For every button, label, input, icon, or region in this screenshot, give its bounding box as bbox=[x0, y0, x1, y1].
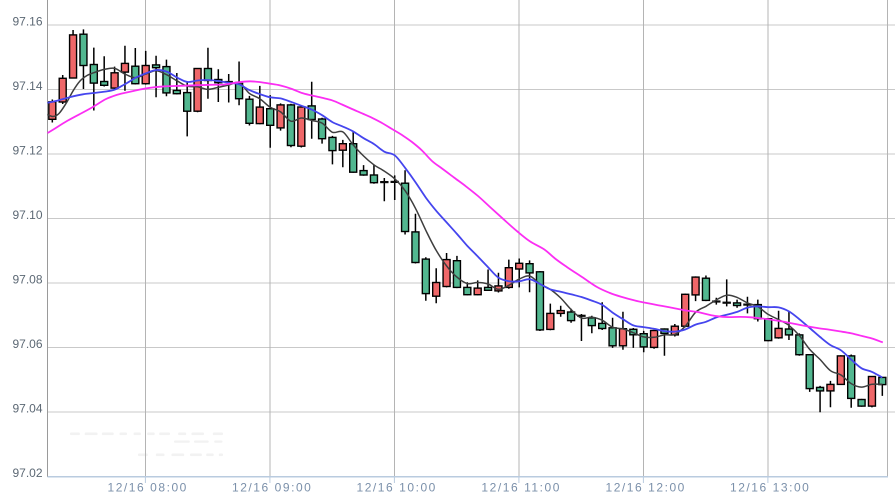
svg-text:97.08: 97.08 bbox=[12, 273, 42, 287]
svg-text:97.14: 97.14 bbox=[12, 79, 42, 93]
svg-text:97.12: 97.12 bbox=[12, 144, 42, 158]
svg-text:97.10: 97.10 bbox=[12, 208, 42, 222]
svg-text:97.16: 97.16 bbox=[12, 15, 42, 29]
svg-text:12/16 13:00: 12/16 13:00 bbox=[730, 481, 810, 495]
svg-text:12/16 12:00: 12/16 12:00 bbox=[605, 481, 685, 495]
svg-text:12/16 10:00: 12/16 10:00 bbox=[356, 481, 436, 495]
svg-text:12/16 09:00: 12/16 09:00 bbox=[232, 481, 312, 495]
svg-text:12/16 08:00: 12/16 08:00 bbox=[107, 481, 187, 495]
svg-text:97.06: 97.06 bbox=[12, 337, 42, 351]
svg-text:97.04: 97.04 bbox=[12, 402, 42, 416]
svg-text:97.02: 97.02 bbox=[12, 466, 42, 480]
svg-text:12/16 11:00: 12/16 11:00 bbox=[481, 481, 561, 495]
